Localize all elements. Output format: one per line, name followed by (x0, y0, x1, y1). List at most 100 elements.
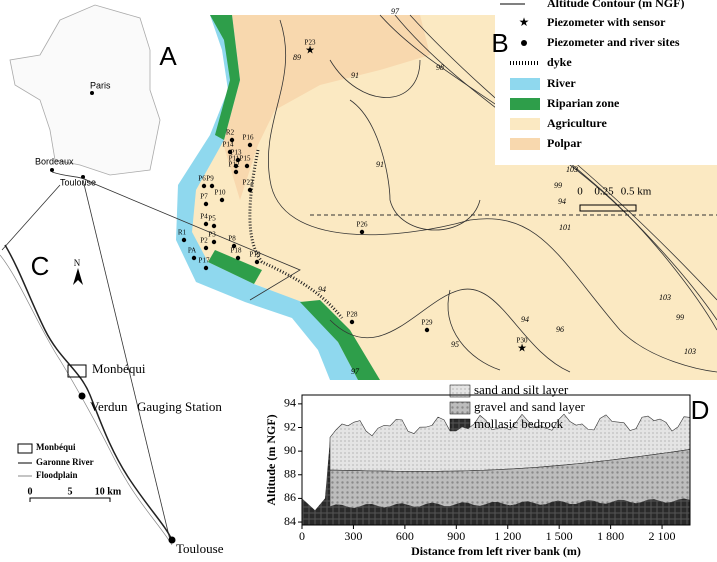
site-label: P2 (200, 237, 208, 245)
x-tick-label: 2 100 (649, 529, 676, 543)
panel-letter: A (159, 41, 177, 71)
legend-label: mollasic bedrock (474, 416, 564, 431)
river-bank (302, 439, 330, 525)
x-tick-label: 1 500 (546, 529, 573, 543)
legend: ★ (495, 0, 717, 165)
y-axis-label: Altitude (m NGF) (264, 414, 278, 505)
scale-label: 5 (68, 486, 73, 497)
legend-label: Agriculture (547, 116, 607, 130)
x-tick-label: 0 (299, 529, 305, 543)
site-label: R2 (226, 129, 235, 137)
site-label: P15 (240, 155, 251, 163)
contour-label: 103 (566, 165, 578, 174)
label: N (74, 258, 81, 268)
city-label: Toulouse (60, 177, 96, 187)
piezometer-site (201, 183, 207, 189)
x-tick-label: 300 (344, 529, 362, 543)
contour-label: 101 (559, 223, 571, 232)
piezometer-site (191, 255, 197, 261)
legend-label: Monbéqui (36, 442, 76, 452)
piezometer-site (235, 255, 241, 261)
scale-label: 0 (28, 486, 33, 497)
y-tick-label: 88 (284, 467, 296, 481)
contour-label: 103 (659, 293, 671, 302)
site-label: P18 (231, 247, 242, 255)
scale-bar (579, 204, 637, 212)
contour-label: 94 (521, 315, 529, 324)
contour-label: 99 (676, 313, 684, 322)
site-label: P6 (198, 175, 206, 183)
contour-label: 103 (684, 347, 696, 356)
piezometer-site (349, 319, 355, 325)
x-tick-label: 1 200 (494, 529, 521, 543)
dyke (248, 149, 344, 319)
legend-label: sand and silt layer (474, 382, 569, 397)
legend-symbol: ★ (519, 15, 530, 29)
cross-section: 84 86 88 90 92 94 0 300 600 900 1 200 1 500 1 800 2 1… (258, 380, 717, 562)
site-label: P28 (347, 311, 358, 319)
scale-label: 0.25 (594, 186, 614, 198)
piezometer-site (424, 327, 430, 333)
site-label: P13 (231, 149, 242, 157)
x-tick-label: 600 (396, 529, 414, 543)
site-label: P17 (199, 257, 210, 265)
label: Verdun (90, 399, 128, 414)
piezometer-site (203, 221, 209, 227)
x-axis-label: Distance from left river bank (m) (411, 544, 581, 558)
site-label: P4 (200, 213, 208, 221)
site-label: P14 (223, 141, 234, 149)
y-tick-label: 86 (284, 490, 296, 504)
legend-label: Altitude Contour (m NGF) (547, 0, 684, 10)
axis-frame (301, 394, 691, 526)
piezometer-site (233, 163, 239, 169)
site-label: P29 (422, 319, 433, 327)
piezometer-site (203, 245, 209, 251)
y-tick-label: 92 (284, 419, 296, 433)
site-label: P5 (208, 215, 216, 223)
panel-letter: D (691, 395, 710, 425)
x-tick-label: 900 (447, 529, 465, 543)
piezometer-site (244, 163, 250, 169)
piezometer-site (209, 183, 215, 189)
piezometer-site (229, 137, 235, 143)
piezometer-sensor: ★ (517, 343, 527, 355)
legend-label: Polpar (547, 136, 582, 150)
legend-label: River (547, 76, 576, 90)
site-label: P8 (228, 235, 236, 243)
piezometer-site (247, 142, 253, 148)
contour-label: 94 (558, 197, 566, 206)
site-label: P16 (243, 134, 254, 142)
site-label: R1 (178, 229, 187, 237)
contour-label: 91 (351, 71, 359, 80)
site-label: P12 (229, 161, 240, 169)
site-label: P9 (206, 175, 214, 183)
city-label: Bordeaux (35, 156, 74, 166)
scale-label: 10 km (95, 486, 122, 497)
legend-label: gravel and sand layer (474, 399, 585, 414)
piezometer-site (247, 187, 253, 193)
y-tick-label: 90 (284, 443, 296, 457)
riparian-zone (210, 15, 240, 140)
france-outline (9, 4, 161, 176)
contour-label: 94 (318, 285, 326, 294)
piezometer-sensor: ★ (305, 45, 315, 57)
riparian-zone (208, 250, 262, 284)
site-label: P19 (250, 251, 261, 259)
piezometer-site (254, 259, 260, 265)
piezometer-site (181, 237, 187, 243)
contour-label: 98 (436, 63, 444, 72)
legend-label: Garonne River (36, 457, 94, 467)
label: Toulouse (176, 541, 224, 556)
site-label: P30 (517, 337, 528, 345)
bedrock-layer (330, 498, 690, 525)
polpar-area (222, 15, 430, 200)
legend-label: Piezometer and river sites (547, 35, 680, 49)
piezometer-site (233, 169, 239, 175)
contour-label: 99 (554, 181, 562, 190)
y-tick-label: 94 (284, 396, 296, 410)
contour-label: 95 (451, 340, 459, 349)
piezometer-site (203, 201, 209, 207)
contour-label: 97 (351, 367, 360, 376)
legend-label: Riparian zone (547, 96, 620, 110)
piezometer-site (231, 243, 237, 249)
